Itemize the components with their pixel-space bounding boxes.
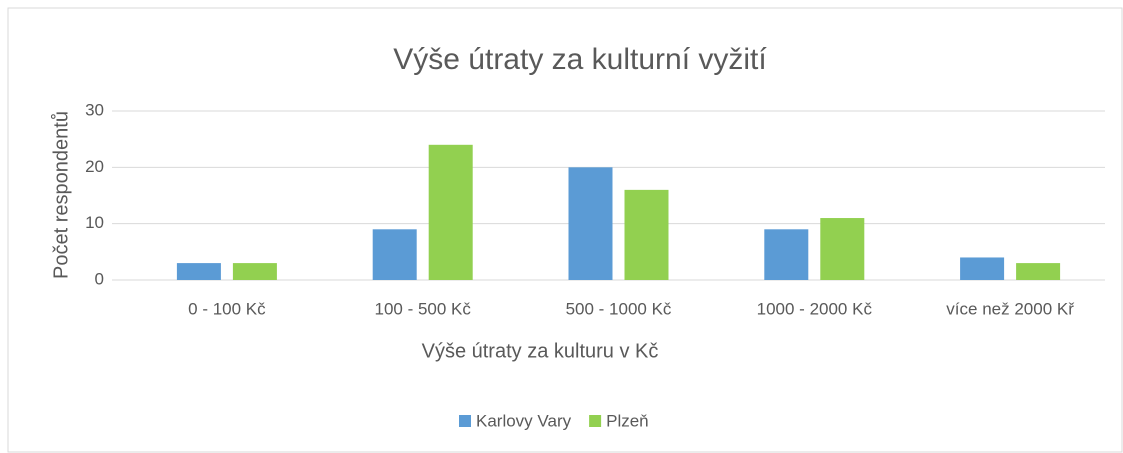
x-tick-label: 1000 - 2000 Kč [757, 299, 873, 318]
bar [232, 263, 277, 280]
x-tick-label: 500 - 1000 Kč [566, 299, 672, 318]
y-tick-label: 20 [85, 157, 104, 176]
bar [372, 229, 417, 280]
y-tick-label: 10 [85, 213, 104, 232]
bar [960, 257, 1005, 280]
x-tick-label: 100 - 500 Kč [374, 299, 471, 318]
legend-swatch [459, 415, 471, 427]
bar [820, 218, 865, 280]
bar [568, 167, 613, 280]
bar [176, 263, 221, 280]
bar [764, 229, 809, 280]
y-axis-label: Počet respondentů [50, 111, 72, 279]
bar [428, 144, 473, 280]
x-tick-label: 0 - 100 Kč [188, 299, 266, 318]
bar [624, 189, 669, 280]
chart-title: Výše útraty za kulturní vyžití [393, 43, 767, 76]
legend-label: Plzeň [606, 411, 649, 430]
chart-frame [7, 7, 1123, 453]
legend-label: Karlovy Vary [476, 411, 572, 430]
x-axis-label: Výše útraty za kulturu v Kč [422, 340, 659, 362]
bar [1016, 263, 1061, 280]
legend-swatch [589, 415, 602, 427]
x-tick-label: více než 2000 Kř [946, 299, 1074, 318]
y-tick-label: 0 [95, 269, 104, 288]
y-tick-label: 30 [85, 100, 104, 119]
